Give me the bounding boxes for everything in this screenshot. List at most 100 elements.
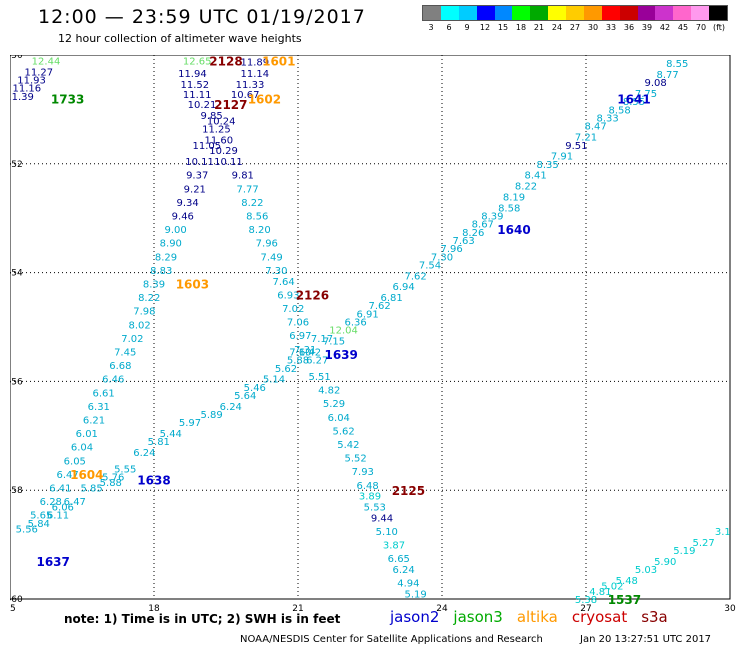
swh-value: 6.05	[64, 456, 86, 467]
swh-value: 9.85	[200, 111, 222, 122]
swh-value: 8.56	[246, 211, 268, 222]
swh-value: 7.30	[431, 252, 453, 263]
y-tick-label: -50	[10, 55, 23, 61]
legend-swatch	[476, 6, 495, 20]
swh-value: 6.24	[392, 565, 414, 576]
swh-value: 8.67	[472, 220, 494, 231]
legend-swatch	[673, 6, 692, 20]
swh-value: 5.38	[575, 595, 597, 606]
pass-time-label: 1601	[262, 55, 295, 68]
swh-value: 6.36	[344, 318, 366, 329]
legend-label: 3	[428, 23, 434, 32]
swh-value: 8.41	[524, 171, 546, 182]
swh-value: 8.47	[584, 122, 606, 133]
swh-value: 7.64	[272, 277, 294, 288]
swh-value: 7.54	[419, 260, 441, 271]
legend-label: 42	[659, 23, 671, 32]
legend-label: 36	[623, 23, 635, 32]
swh-value: 5.55	[114, 464, 136, 475]
swh-value: 10.24	[207, 116, 236, 127]
swh-value: 7.96	[256, 239, 278, 250]
swh-value: 6.24	[133, 448, 155, 459]
swh-value: 5.19	[673, 546, 695, 557]
swh-value: 6.24	[220, 402, 242, 413]
legend-label: 12	[479, 23, 491, 32]
swh-value: 7.02	[121, 334, 143, 345]
swh-value: 5.84	[28, 519, 50, 530]
satellite-jason2: jason2	[390, 608, 440, 626]
swh-value: 8.35	[536, 160, 558, 171]
x-tick-label: 15	[10, 604, 16, 611]
satellite-legend: jason2 jason3 altika cryosat s3a	[390, 608, 682, 626]
legend-label: 33	[605, 23, 617, 32]
swh-value: 11.27	[24, 67, 53, 78]
pass-time-label: 1537	[608, 593, 641, 607]
swh-value: 5.56	[16, 524, 38, 535]
swh-value: 5.42	[337, 440, 359, 451]
swh-value: 6.28	[40, 497, 62, 508]
swh-value: 5.97	[179, 418, 201, 429]
swh-value: 10.11	[185, 157, 214, 168]
color-legend: 3 6 9 12 15 18 21 24 27 30 33 36 39 42 45 70 (ft)	[422, 5, 728, 32]
swh-value: 11.33	[236, 80, 265, 91]
swh-value: 6.61	[92, 388, 114, 399]
swh-value: 9.37	[186, 171, 208, 182]
swh-value: 5.62	[332, 426, 354, 437]
swh-value: 8.22	[138, 293, 160, 304]
swh-value: 5.44	[160, 429, 182, 440]
legend-swatch	[423, 6, 441, 20]
wave-height-map[interactable]: 15 18 21 24 27 30 -50 -52 -54 -56 -58 -60 12.4411.27…	[10, 55, 740, 611]
swh-value: 8.39	[481, 211, 503, 222]
legend-swatch	[494, 6, 513, 20]
x-tick-label: 27	[580, 604, 591, 611]
swh-value: 9.21	[184, 184, 206, 195]
swh-value: 5.81	[148, 437, 170, 448]
y-tick-label: -52	[10, 160, 23, 170]
swh-value: 8.22	[241, 198, 263, 209]
swh-value: 6.27	[306, 356, 328, 367]
swh-value: 5.10	[376, 527, 398, 538]
legend-label: 15	[497, 23, 509, 32]
swh-value: 5.14	[263, 375, 285, 386]
swh-value: 12.44	[32, 56, 61, 67]
legend-label: 27	[569, 23, 581, 32]
pass-time-label: 1637	[36, 555, 69, 569]
swh-value: 6.47	[56, 470, 78, 481]
swh-value: 5.53	[364, 503, 386, 514]
swh-value: 5.02	[601, 581, 623, 592]
swh-value: 4.82	[318, 386, 340, 397]
swh-value: 10.21	[188, 100, 217, 111]
swh-value: 7.77	[236, 184, 258, 195]
swh-value: 9.51	[565, 141, 587, 152]
swh-value: 5.52	[344, 454, 366, 465]
swh-value: 9.00	[164, 225, 186, 236]
legend-swatch	[440, 6, 459, 20]
swh-value: 6.04	[328, 413, 350, 424]
swh-value: 11.11	[183, 90, 212, 101]
legend-swatch	[655, 6, 674, 20]
swh-value: 9.08	[644, 78, 666, 89]
legend-swatch	[548, 6, 566, 20]
legend-label: (ft)	[712, 23, 726, 32]
swh-value: 6.46	[102, 375, 124, 386]
swh-value: 6.06	[52, 503, 74, 514]
swh-value: 7.30	[265, 266, 287, 277]
swh-value: 7.62	[404, 271, 426, 282]
swh-value: 5.65	[30, 511, 52, 522]
swh-value: 7.49	[260, 252, 282, 263]
pass-time-label: 2127	[214, 98, 247, 112]
swh-value: 8.55	[623, 97, 645, 108]
swh-value: 10.29	[209, 146, 238, 157]
legend-label: 70	[695, 23, 707, 32]
map-subtitle: 12 hour collection of altimeter wave hei…	[58, 32, 302, 45]
satellite-jason3: jason3	[453, 608, 503, 626]
legend-swatch	[566, 6, 584, 20]
swh-value: 8.02	[128, 320, 150, 331]
swh-value: 5.27	[692, 538, 714, 549]
legend-swatch	[601, 6, 620, 20]
pass-time-label: 1639	[324, 348, 357, 362]
legend-label: 24	[551, 23, 563, 32]
swh-value: 9.46	[172, 211, 194, 222]
y-tick-label: -60	[10, 595, 23, 605]
swh-value: 5.85	[80, 483, 102, 494]
